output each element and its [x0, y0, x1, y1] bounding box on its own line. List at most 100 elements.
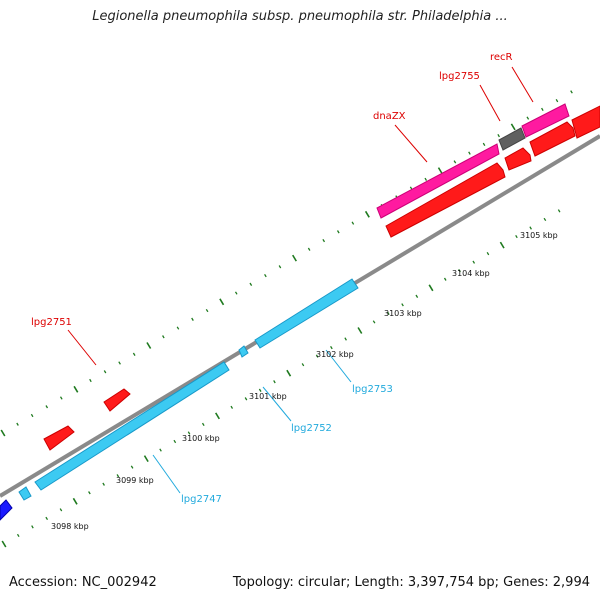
- gene-recr[interactable]: [521, 103, 570, 138]
- major-tick: [428, 284, 434, 292]
- minor-tick: [273, 380, 276, 384]
- minor-tick: [258, 388, 262, 392]
- topology-info: Topology: circular; Length: 3,397,754 bp…: [232, 575, 590, 590]
- major-tick: [364, 210, 370, 218]
- gene-label-lpg2753: lpg2753: [352, 384, 393, 395]
- minor-tick: [59, 508, 63, 512]
- gene-cyan-small[interactable]: [18, 486, 32, 501]
- minor-tick: [45, 405, 49, 409]
- minor-tick: [458, 269, 461, 273]
- leader-lpg2755: [479, 84, 501, 122]
- minor-tick: [472, 260, 476, 264]
- gene-label-lpg2752: lpg2752: [291, 423, 332, 434]
- minor-tick: [372, 320, 376, 324]
- scale-label-3099: 3099 kbp: [116, 476, 154, 485]
- scale-label-3105: 3105 kbp: [520, 231, 558, 240]
- gene-lpg2755[interactable]: [498, 127, 526, 151]
- gene-label-dnazx: dnaZX: [373, 111, 406, 122]
- gene-label-recr: recR: [490, 52, 513, 63]
- minor-tick: [468, 151, 471, 155]
- outer-tick-ring: [0, 90, 573, 437]
- minor-tick: [515, 234, 518, 239]
- minor-tick: [278, 265, 282, 269]
- scale-label-3098: 3098 kbp: [51, 522, 89, 531]
- gene-label-lpg2751: lpg2751: [31, 317, 72, 328]
- label-leader-lines: [67, 66, 534, 494]
- scale-label-3101: 3101 kbp: [249, 392, 287, 401]
- minor-tick: [401, 303, 404, 307]
- minor-tick: [130, 465, 134, 469]
- minor-tick: [205, 308, 209, 313]
- genome-map-canvas: lpg2751 dnaZX lpg2755 recR lpg2747 lpg27…: [0, 52, 600, 548]
- scale-label-3104: 3104 kbp: [452, 269, 490, 278]
- gene-lpg2751[interactable]: [103, 388, 131, 412]
- gene-label-lpg2755: lpg2755: [439, 71, 480, 82]
- minor-tick: [201, 422, 205, 427]
- minor-tick: [173, 439, 177, 444]
- accession-info: Accession: NC_002942: [9, 575, 157, 590]
- minor-tick: [16, 422, 19, 426]
- major-tick: [219, 298, 225, 306]
- minor-tick: [322, 238, 326, 243]
- minor-tick: [191, 317, 194, 321]
- gene-dnazx[interactable]: [376, 143, 500, 219]
- gene-lpg2747[interactable]: [34, 361, 230, 491]
- map-title: Legionella pneumophila subsp. pneumophil…: [92, 9, 508, 24]
- major-tick: [499, 241, 505, 249]
- minor-tick: [230, 405, 234, 409]
- minor-tick: [570, 90, 573, 94]
- major-tick: [357, 327, 363, 334]
- gene-red-forward-3[interactable]: [529, 121, 576, 157]
- minor-tick: [118, 361, 121, 365]
- minor-tick: [541, 107, 544, 112]
- major-tick: [1, 540, 7, 548]
- gene-lpg2753[interactable]: [254, 278, 359, 349]
- major-tick: [510, 123, 516, 131]
- minor-tick: [244, 397, 248, 401]
- minor-tick: [443, 277, 447, 281]
- minor-tick: [45, 516, 49, 521]
- major-tick: [437, 167, 443, 175]
- leader-lpg2753: [325, 349, 352, 383]
- leader-recr: [511, 66, 534, 103]
- minor-tick: [103, 370, 107, 374]
- minor-tick: [557, 209, 561, 213]
- gene-red-small-left[interactable]: [43, 425, 75, 451]
- minor-tick: [344, 337, 347, 341]
- minor-tick: [482, 142, 486, 147]
- scale-label-3102: 3102 kbp: [316, 350, 354, 359]
- minor-tick: [415, 294, 419, 298]
- minor-tick: [234, 291, 238, 295]
- gene-red-forward-1[interactable]: [385, 162, 506, 238]
- minor-tick: [88, 491, 91, 495]
- minor-tick: [264, 273, 267, 278]
- minor-tick: [387, 311, 390, 316]
- minor-tick: [497, 133, 500, 138]
- leader-lpg2751: [67, 329, 97, 366]
- minor-tick: [526, 116, 530, 120]
- minor-tick: [307, 247, 311, 251]
- gene-red-forward-2[interactable]: [504, 147, 532, 171]
- leader-lpg2747: [152, 454, 181, 494]
- gene-red-forward-4[interactable]: [571, 105, 600, 139]
- minor-tick: [159, 448, 162, 452]
- gene-blue[interactable]: [0, 499, 13, 521]
- scale-label-3100: 3100 kbp: [182, 434, 220, 443]
- minor-tick: [424, 177, 428, 181]
- minor-tick: [102, 482, 105, 486]
- minor-tick: [351, 221, 355, 225]
- leader-dnazx: [394, 124, 428, 163]
- minor-tick: [529, 226, 532, 230]
- leader-lpg2752: [262, 386, 292, 422]
- major-tick: [292, 254, 297, 262]
- minor-tick: [59, 396, 63, 400]
- minor-tick: [453, 160, 457, 164]
- minor-tick: [89, 378, 92, 383]
- major-tick: [73, 385, 79, 393]
- minor-tick: [336, 230, 340, 234]
- minor-tick: [330, 345, 333, 350]
- minor-tick: [116, 474, 120, 478]
- gene-lpg2752[interactable]: [238, 345, 249, 358]
- inner-tick-ring: [1, 209, 561, 548]
